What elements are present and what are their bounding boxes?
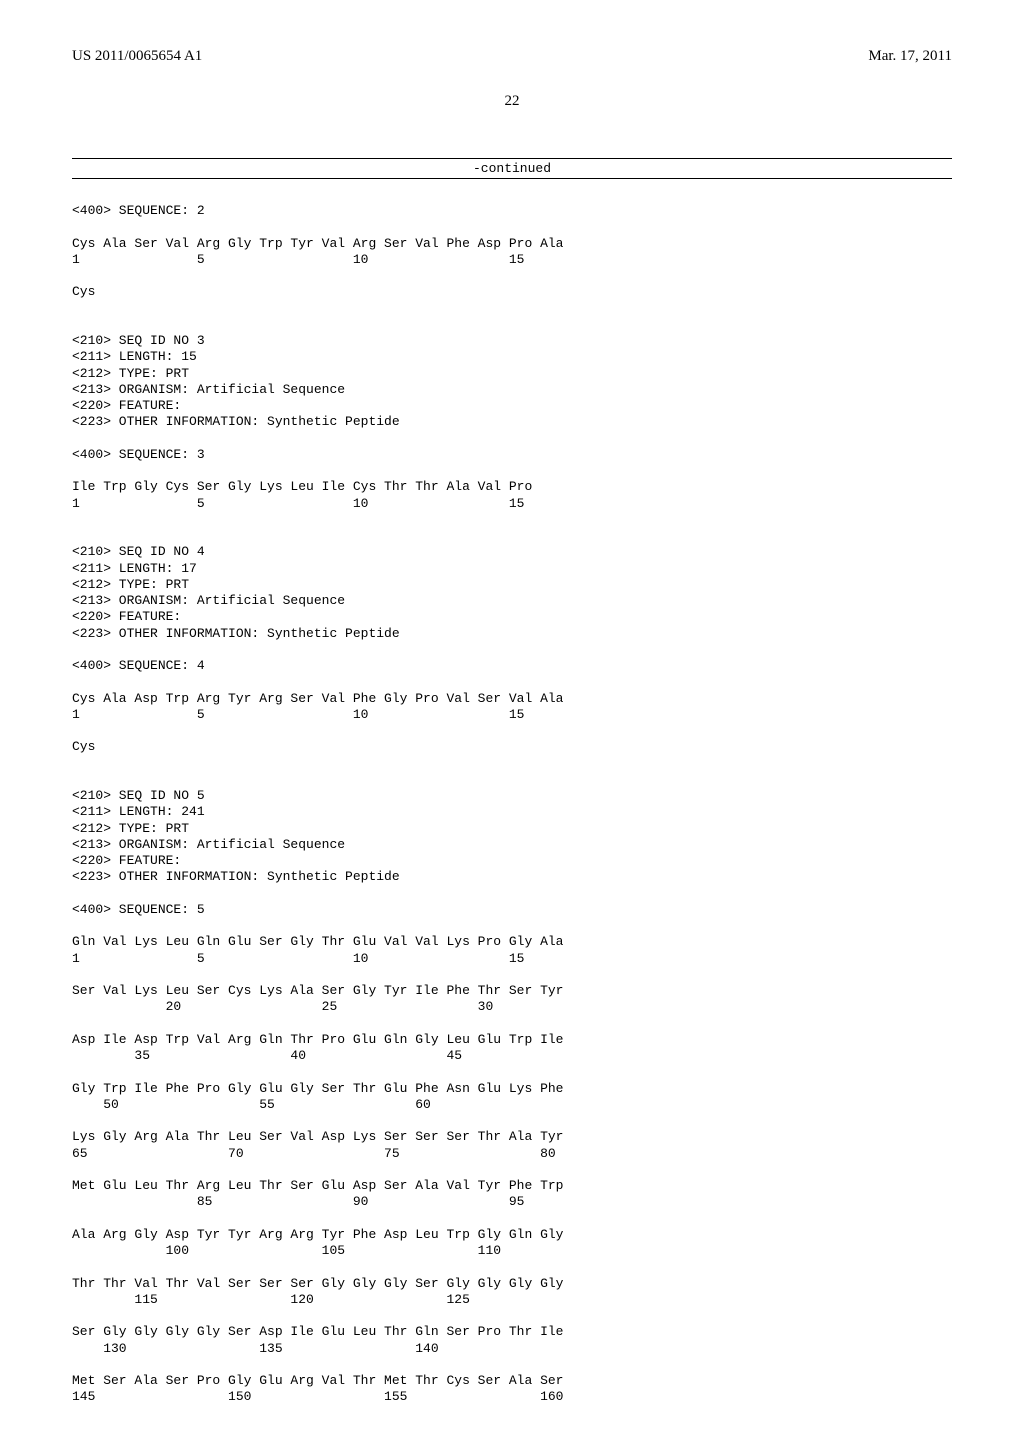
page-number: 22 (72, 93, 952, 110)
page-header: US 2011/0065654 A1 Mar. 17, 2011 (72, 48, 952, 65)
continued-label: -continued (72, 161, 952, 176)
publication-number: US 2011/0065654 A1 (72, 48, 202, 65)
publication-date: Mar. 17, 2011 (868, 48, 952, 65)
sequence-listing: <400> SEQUENCE: 2 Cys Ala Ser Val Arg Gl… (72, 203, 952, 1406)
continued-bar: -continued (72, 158, 952, 179)
patent-page: US 2011/0065654 A1 Mar. 17, 2011 22 -con… (0, 0, 1024, 1454)
